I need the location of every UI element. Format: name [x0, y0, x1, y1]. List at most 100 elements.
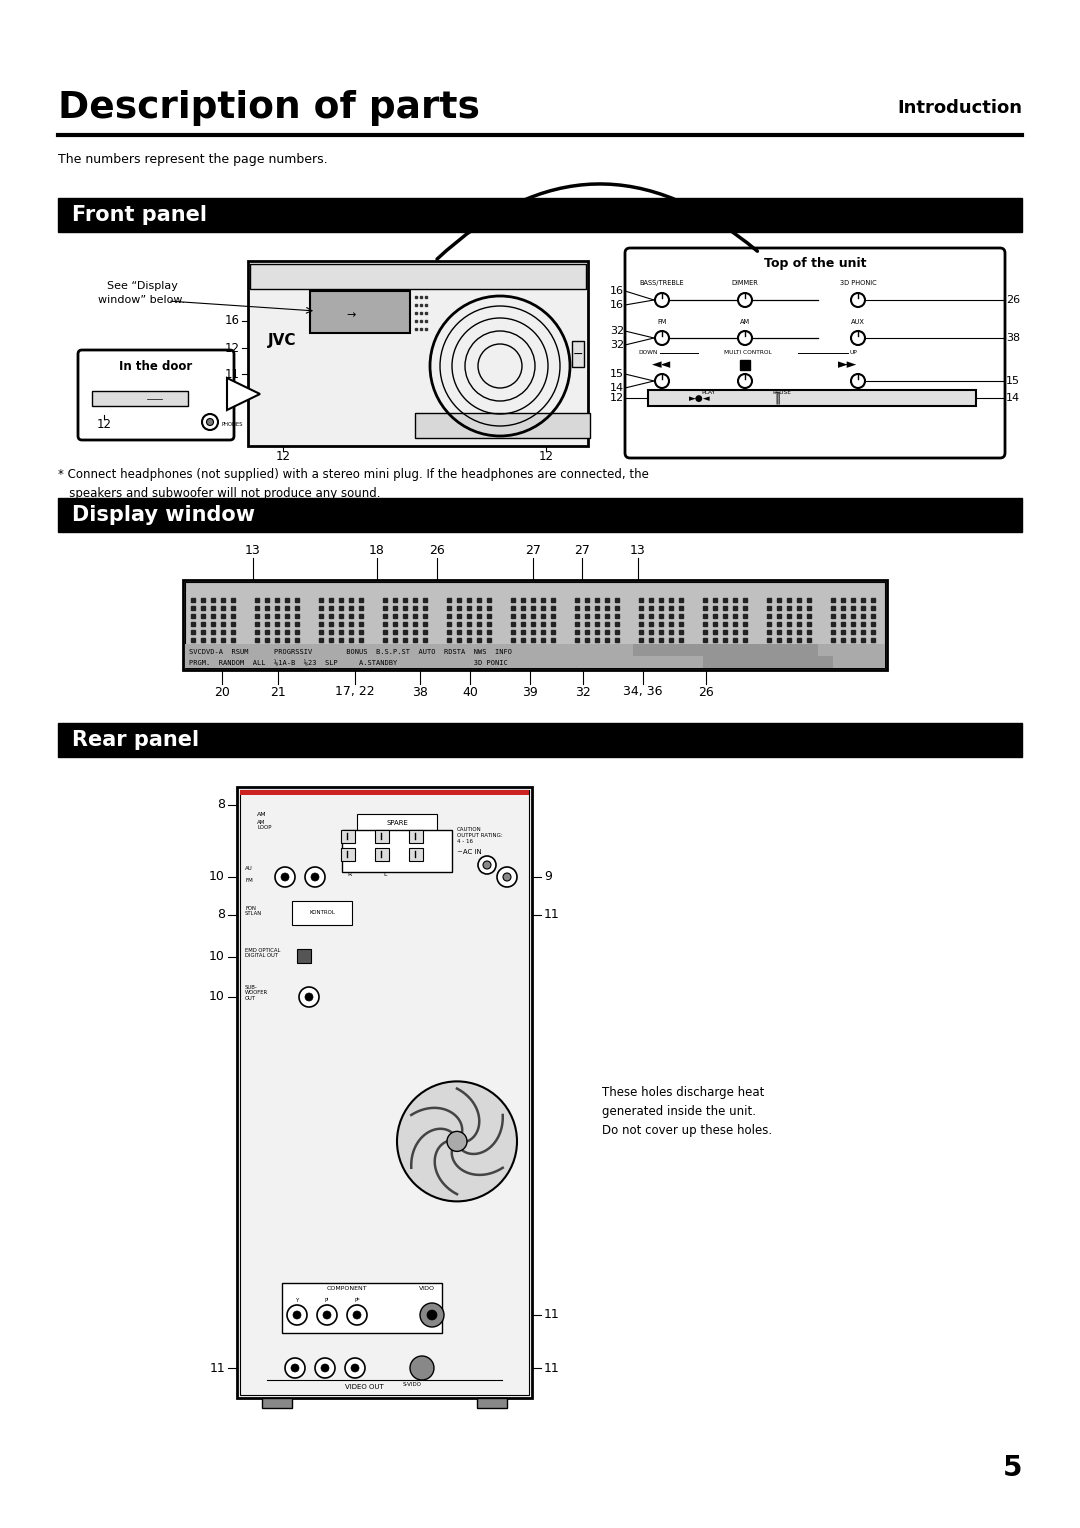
Bar: [633, 643, 818, 656]
Text: 10: 10: [210, 990, 225, 1004]
Bar: [92, 391, 188, 406]
Text: In the door: In the door: [120, 361, 192, 373]
Text: 16: 16: [610, 286, 624, 296]
Text: 17, 22: 17, 22: [335, 686, 375, 698]
Text: FM: FM: [245, 879, 253, 883]
Text: BASS/TREBLE: BASS/TREBLE: [639, 280, 685, 286]
Text: 5: 5: [1002, 1455, 1022, 1482]
Bar: [237, 787, 532, 1398]
Bar: [183, 581, 887, 669]
Text: 32: 32: [610, 325, 624, 336]
Text: KONTROL: KONTROL: [309, 911, 335, 915]
Circle shape: [285, 1358, 305, 1378]
Text: FON
STLAN: FON STLAN: [245, 906, 262, 917]
Text: 10: 10: [210, 950, 225, 964]
Bar: [262, 1398, 292, 1407]
Circle shape: [321, 1365, 329, 1372]
Bar: [572, 341, 584, 367]
Text: S-VIDO: S-VIDO: [403, 1381, 421, 1386]
Bar: [375, 848, 389, 860]
Text: VIDEO OUT: VIDEO OUT: [346, 1384, 383, 1390]
Circle shape: [427, 1309, 437, 1320]
Text: AM
LOOP: AM LOOP: [257, 819, 271, 830]
Text: 16: 16: [225, 315, 240, 327]
Text: JVC: JVC: [268, 333, 297, 348]
Text: ◄◄: ◄◄: [652, 359, 672, 371]
Text: AUX: AUX: [851, 319, 865, 325]
Text: 15: 15: [610, 368, 624, 379]
Circle shape: [281, 872, 289, 882]
Circle shape: [318, 1305, 337, 1325]
Text: 13: 13: [630, 544, 646, 556]
Text: 34, 36: 34, 36: [623, 686, 663, 698]
Circle shape: [275, 866, 295, 886]
Text: COMPONENT: COMPONENT: [326, 1287, 367, 1291]
Text: 8: 8: [217, 799, 225, 811]
Text: 12: 12: [225, 341, 240, 354]
Text: AM: AM: [740, 319, 751, 325]
Text: 27: 27: [525, 544, 541, 556]
Bar: [240, 790, 529, 795]
Bar: [409, 848, 423, 860]
Bar: [415, 413, 590, 439]
Text: 38: 38: [1005, 333, 1021, 342]
Text: 13: 13: [245, 544, 261, 556]
Text: Front panel: Front panel: [72, 205, 207, 225]
Text: DOWN: DOWN: [638, 350, 658, 356]
Text: VIDO: VIDO: [419, 1287, 435, 1291]
Text: 14: 14: [1005, 393, 1021, 403]
FancyBboxPatch shape: [78, 350, 234, 440]
Text: Pⁱ: Pⁱ: [325, 1299, 329, 1303]
Text: 16: 16: [610, 299, 624, 310]
Bar: [375, 830, 389, 843]
Circle shape: [202, 414, 218, 429]
Text: Rear panel: Rear panel: [72, 730, 199, 750]
Text: PLAY: PLAY: [701, 390, 715, 394]
Bar: [341, 830, 355, 843]
Text: 11: 11: [544, 1361, 559, 1375]
Text: PAUSE: PAUSE: [772, 390, 792, 394]
Bar: [58, 498, 1022, 532]
Bar: [185, 582, 885, 668]
Bar: [282, 1284, 442, 1332]
Circle shape: [351, 1365, 359, 1372]
Text: 14: 14: [610, 384, 624, 393]
Circle shape: [347, 1305, 367, 1325]
Circle shape: [311, 872, 319, 882]
Text: SVCDVD-A  RSUM      PROGRSSIV        BONUS  B.S.P.ST  AUTO  RDSTA  NWS  INFO: SVCDVD-A RSUM PROGRSSIV BONUS B.S.P.ST A…: [189, 649, 512, 656]
Bar: [409, 830, 423, 843]
Text: 26: 26: [429, 544, 445, 556]
Bar: [357, 814, 437, 833]
Text: 26: 26: [698, 686, 714, 698]
Text: 12: 12: [96, 417, 111, 431]
Text: These holes discharge heat
generated inside the unit.
Do not cover up these hole: These holes discharge heat generated ins…: [602, 1086, 772, 1137]
Bar: [249, 264, 586, 289]
Circle shape: [315, 1358, 335, 1378]
Text: SUB-
WOOFER
OUT: SUB- WOOFER OUT: [245, 984, 268, 1001]
Text: Introduction: Introduction: [897, 99, 1022, 118]
Text: L: L: [383, 872, 387, 877]
Text: R: R: [347, 872, 351, 877]
Circle shape: [345, 1358, 365, 1378]
Circle shape: [323, 1311, 330, 1319]
Circle shape: [503, 872, 511, 882]
Text: Pᵇ: Pᵇ: [354, 1299, 360, 1303]
Text: 26: 26: [1005, 295, 1021, 306]
Text: SPARE: SPARE: [386, 821, 408, 827]
Text: 20: 20: [214, 686, 230, 698]
Text: PHONES: PHONES: [221, 422, 243, 426]
Text: 10: 10: [210, 871, 225, 883]
Text: PRGM.  RANDOM  ALL  ⅑1A-B  ⅑23  SLP     A.STANDBY                  3D PONIC: PRGM. RANDOM ALL ⅑1A-B ⅑23 SLP A.STANDBY…: [189, 660, 508, 666]
Text: 40: 40: [462, 686, 478, 698]
Text: AM: AM: [257, 813, 267, 817]
Text: 11: 11: [225, 368, 240, 380]
Text: 8: 8: [217, 909, 225, 921]
Circle shape: [397, 1082, 517, 1201]
Circle shape: [287, 1305, 307, 1325]
Bar: [58, 199, 1022, 232]
Text: See “Display
window” below.: See “Display window” below.: [98, 281, 186, 304]
Text: 3D PHONIC: 3D PHONIC: [839, 280, 876, 286]
Text: 27: 27: [575, 544, 590, 556]
Circle shape: [305, 993, 313, 1001]
Text: 12: 12: [610, 393, 624, 403]
